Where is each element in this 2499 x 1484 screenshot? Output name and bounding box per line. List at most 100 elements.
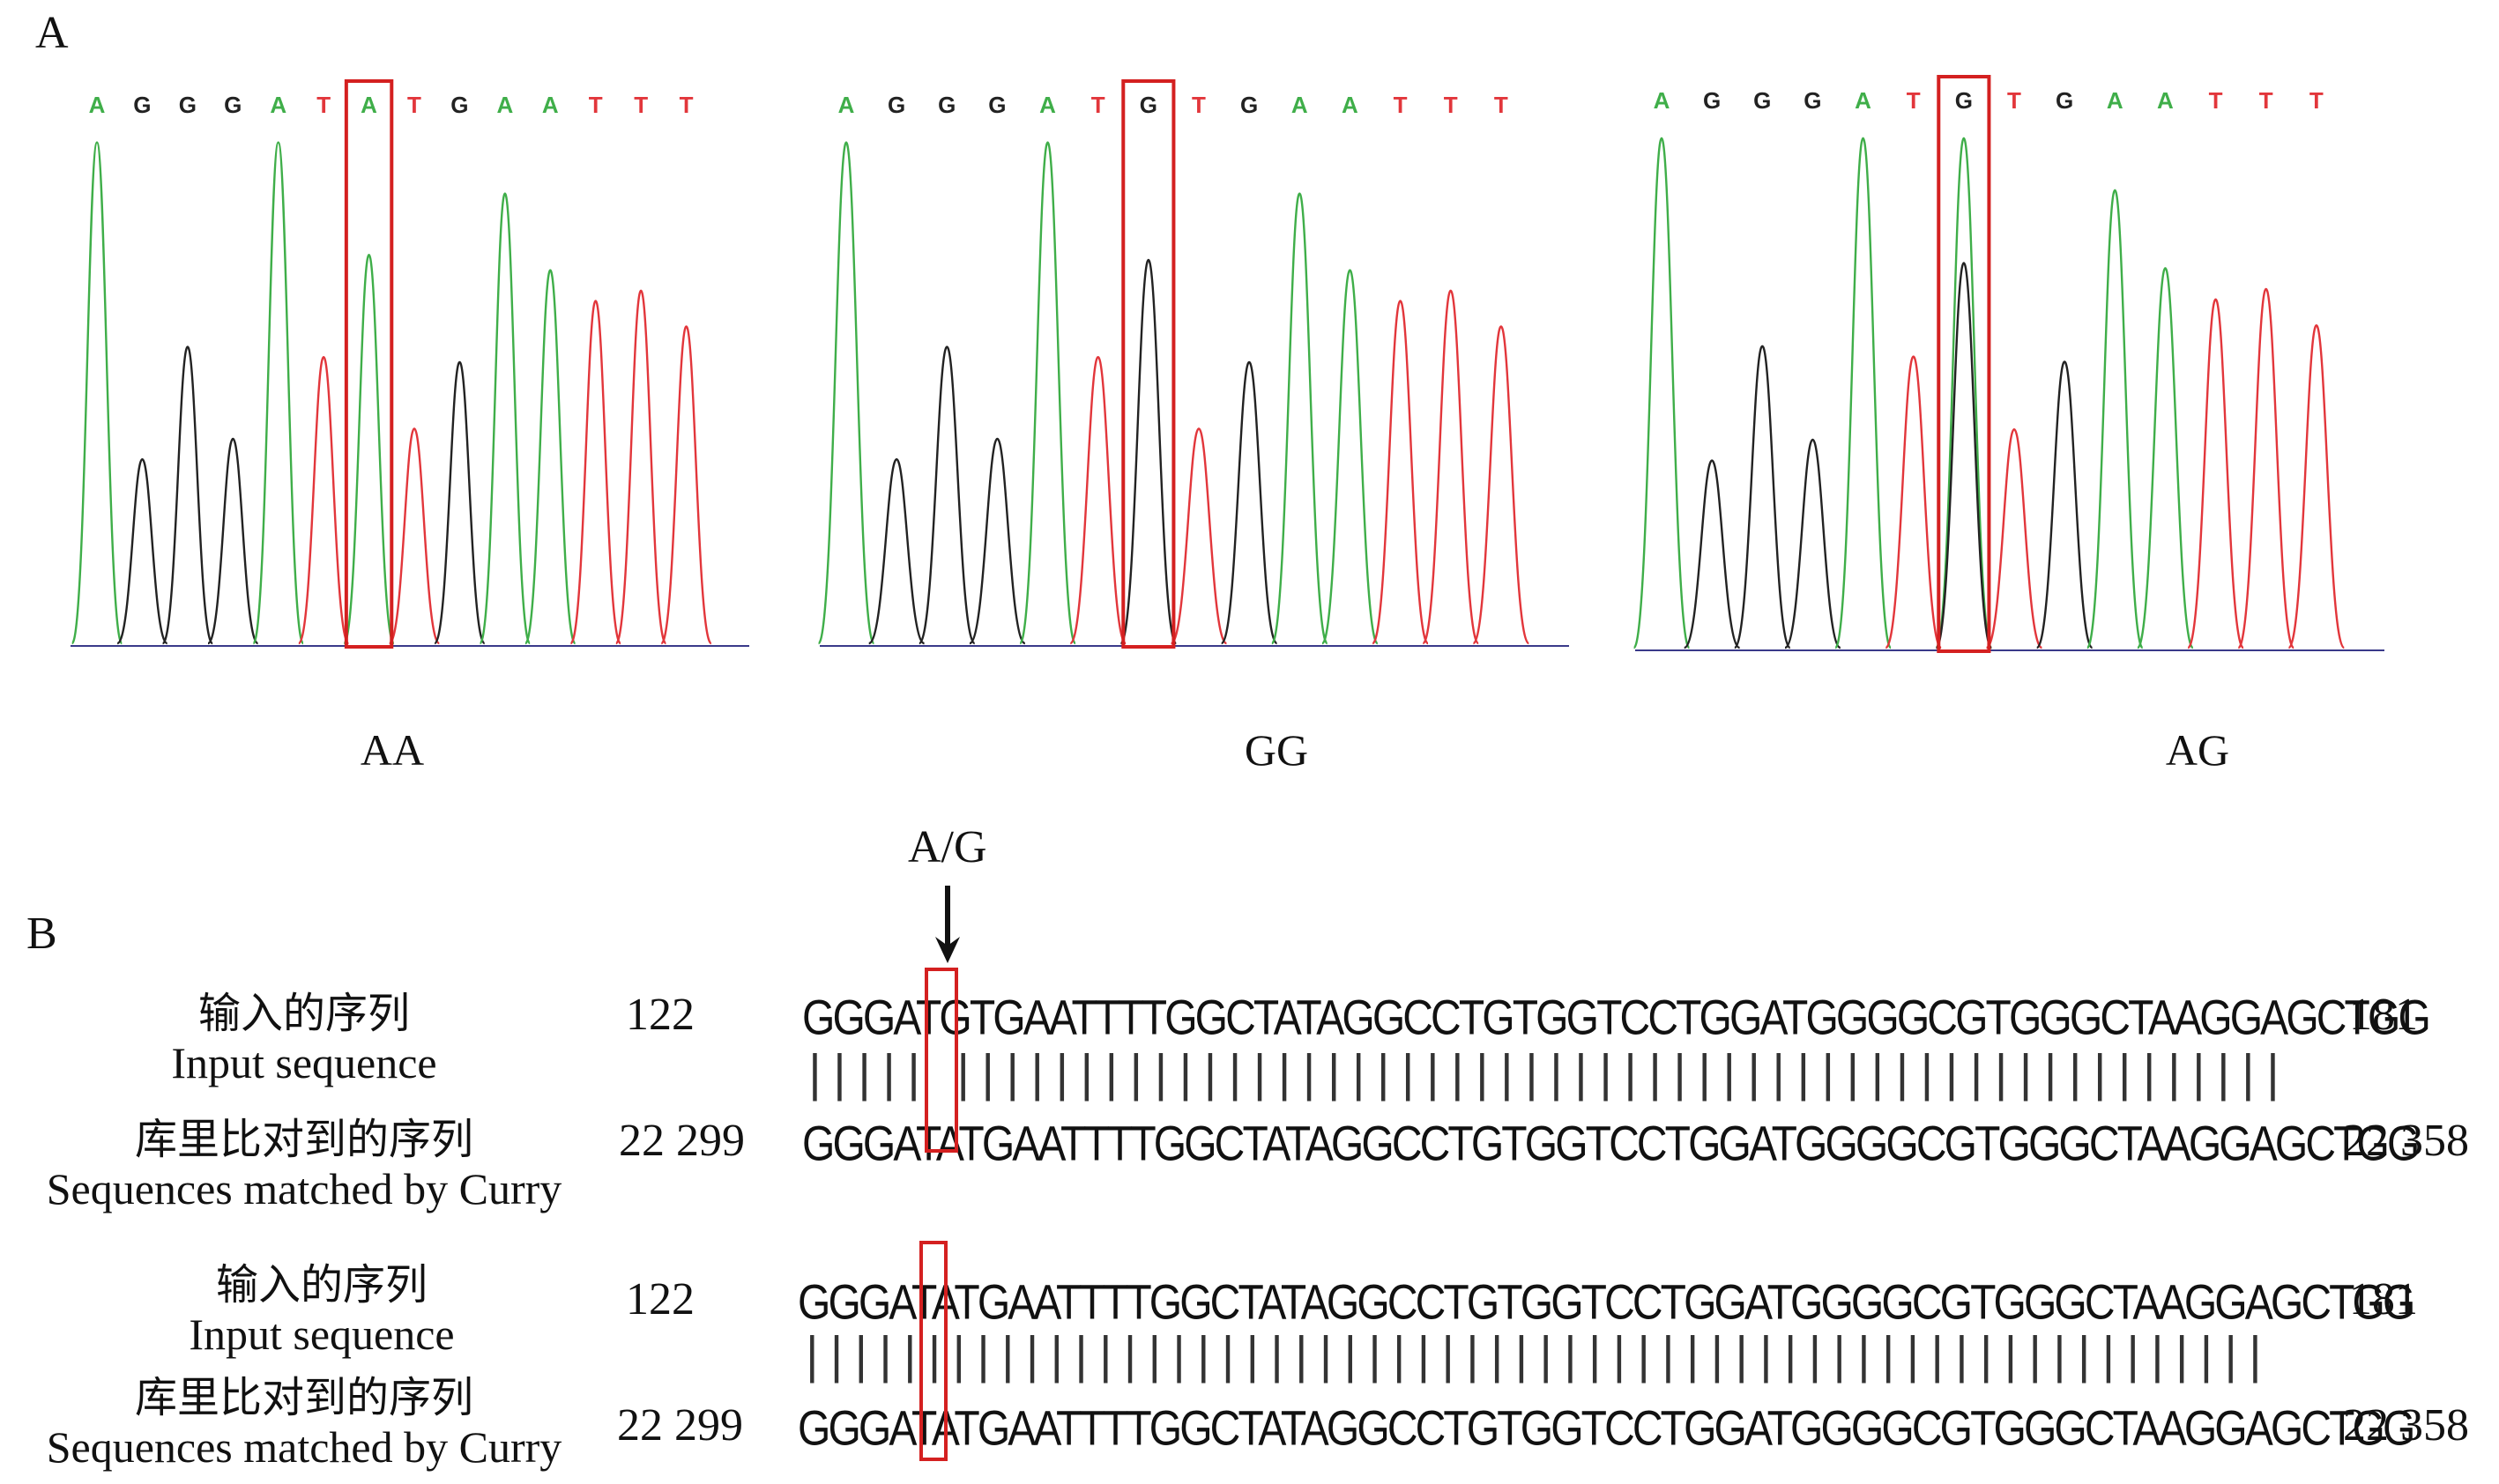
input-label-en: Input sequence (189, 1310, 455, 1359)
base-call-4: G (1804, 87, 1821, 114)
alignment-1-input-end: 181 (2349, 990, 2418, 1040)
peak-3 (161, 345, 214, 645)
base-call-14: T (2309, 87, 2324, 114)
peak-10 (479, 192, 532, 645)
peak-4 (206, 437, 259, 645)
match-label-en: Sequences matched by Curry (46, 1164, 562, 1213)
peak-1 (71, 141, 123, 645)
alignment-2-match-sequence: GGGATATGAATTTTGGCTATAGGCCTGTGGTCCTGGATGG… (798, 1400, 2415, 1456)
peak-6 (1885, 355, 1943, 649)
peak-10 (2086, 189, 2144, 649)
base-call-12: T (1394, 92, 1408, 118)
peak-1 (1633, 137, 1691, 649)
base-call-6: T (1091, 92, 1105, 118)
base-call-2: G (1703, 87, 1721, 114)
alignment-2-match-bars: ||||||||||||||||||||||||||||||||||||||||… (798, 1329, 2270, 1389)
base-call-13: T (2259, 87, 2273, 114)
base-call-12: T (2209, 87, 2223, 114)
genotype-label-gg: GG (1244, 725, 1309, 775)
base-call-9: G (1240, 92, 1258, 118)
base-call-8: T (2007, 87, 2021, 114)
peak-3 (918, 345, 976, 645)
snp-label: A/G (908, 822, 987, 872)
peak-13 (2237, 287, 2295, 649)
peak-7-a (1935, 137, 1993, 649)
input-label-cn: 输入的序列 (197, 989, 410, 1038)
peak-6 (1069, 355, 1127, 645)
base-call-11: A (542, 92, 559, 118)
peak-5 (252, 141, 305, 645)
peak-14 (660, 325, 713, 645)
base-call-12: T (589, 92, 603, 118)
alignment-1-snp-box (925, 968, 958, 1153)
base-call-2: G (888, 92, 905, 118)
peak-8 (1170, 427, 1228, 645)
peak-14 (1472, 325, 1530, 645)
base-call-14: T (680, 92, 694, 118)
base-call-4: G (224, 92, 242, 118)
peak-13 (1422, 289, 1480, 645)
peak-7 (1119, 258, 1178, 645)
alignment-2-match-label: 库里比对到的序列 Sequences matched by Curry (0, 1373, 608, 1472)
peak-12 (569, 300, 622, 645)
base-call-3: G (938, 92, 956, 118)
peak-4 (968, 437, 1027, 645)
peak-11 (1320, 269, 1380, 645)
match-label-cn: 库里比对到的序列 (134, 1373, 473, 1422)
peak-13 (614, 289, 667, 645)
snp-arrow-icon (935, 886, 960, 963)
peak-2 (115, 457, 168, 645)
base-call-10: A (496, 92, 513, 118)
peak-2 (867, 457, 926, 645)
base-call-5: A (270, 92, 286, 118)
alignment-2-input-label: 输入的序列 Input sequence (18, 1260, 626, 1359)
base-call-11: A (1342, 92, 1358, 118)
peak-5 (1018, 141, 1077, 645)
alignment-2-match-end: 22 358 (2343, 1400, 2469, 1451)
base-call-14: T (1494, 92, 1508, 118)
peak-10 (1270, 192, 1328, 645)
base-call-5: A (1855, 87, 1871, 114)
alignment-1-input-start: 122 (626, 990, 695, 1040)
peak-9 (433, 360, 486, 645)
snp-highlight-box (1121, 79, 1176, 649)
base-call-7: G (1955, 87, 1973, 114)
peak-6 (297, 355, 350, 645)
base-call-1: A (1654, 87, 1670, 114)
peak-11 (2136, 267, 2195, 649)
base-call-4: G (988, 92, 1006, 118)
peak-14 (2287, 323, 2346, 649)
peak-8 (388, 427, 441, 645)
peak-12 (2186, 298, 2245, 649)
peak-9 (1220, 360, 1278, 645)
genotype-label-aa: AA (360, 725, 425, 775)
match-label-cn: 库里比对到的序列 (134, 1115, 473, 1164)
peak-7-g (1935, 262, 1993, 649)
peak-9 (2035, 360, 2094, 649)
genotype-label-ag: AG (2165, 725, 2230, 775)
peak-12 (1371, 300, 1430, 645)
base-call-10: A (1291, 92, 1308, 118)
snp-highlight-box (344, 79, 394, 649)
alignment-1-input-label: 输入的序列 Input sequence (0, 989, 608, 1087)
base-call-13: T (1444, 92, 1458, 118)
peak-3 (1733, 345, 1791, 649)
peak-1 (817, 141, 875, 645)
alignment-2-match-start: 22 299 (617, 1400, 743, 1451)
peak-2 (1683, 459, 1741, 649)
alignment-1-match-bars: ||||| ||||||||||||||||||||||||||||||||||… (800, 1047, 2287, 1107)
base-call-5: A (1039, 92, 1056, 118)
alignment-1-match-sequence: GGGATATGAATTTTGGCTATAGGCCTGTGGTCCTGGATGG… (802, 1116, 2420, 1171)
alignment-1-input-sequence: GGGATGTGAATTTTGGCTATAGGCCTGTGGTCCTGGATGG… (802, 990, 2431, 1045)
peak-8 (1985, 427, 2043, 649)
base-call-6: T (316, 92, 331, 118)
alignment-2-input-sequence: GGGATATGAATTTTGGCTATAGGCCTGTGGTCCTGGATGG… (798, 1274, 2415, 1330)
base-call-3: G (179, 92, 197, 118)
base-call-11: A (2157, 87, 2174, 114)
alignment-1-match-end: 22 358 (2343, 1116, 2469, 1166)
base-call-2: G (133, 92, 151, 118)
peak-5 (1833, 137, 1893, 649)
base-call-1: A (838, 92, 855, 118)
